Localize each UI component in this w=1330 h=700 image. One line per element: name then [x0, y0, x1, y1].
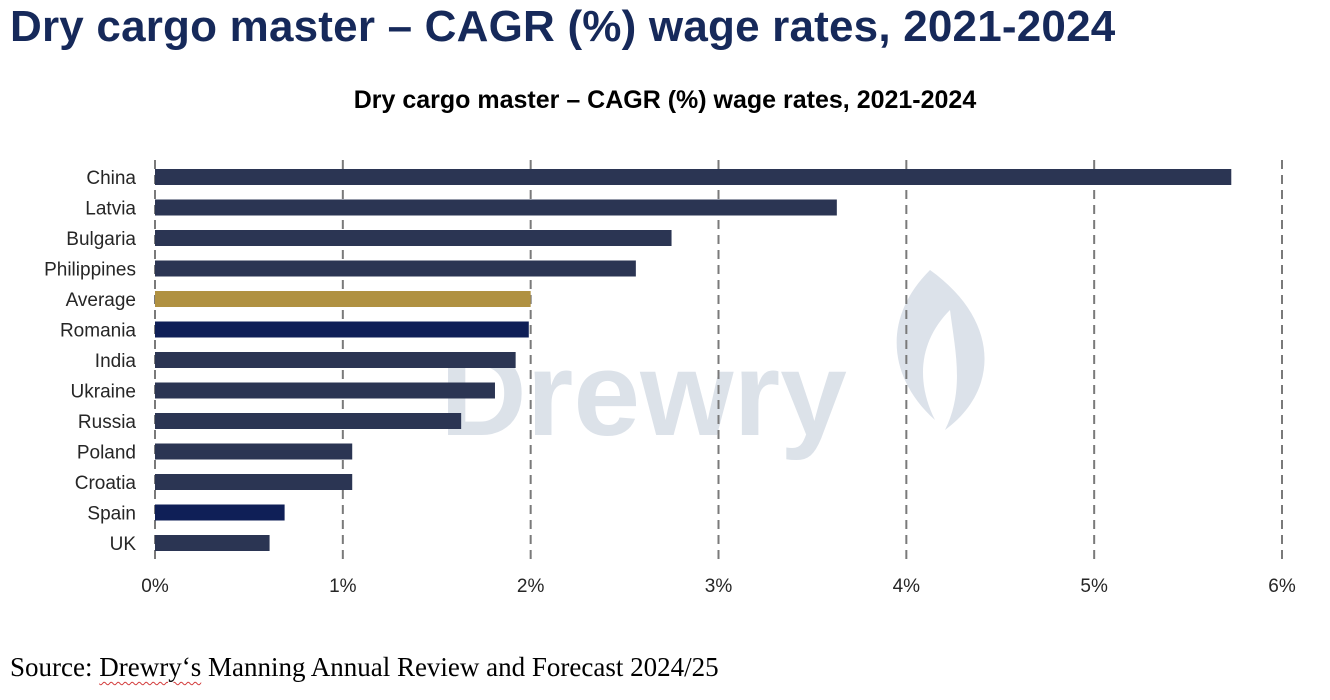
source-prefix: Source:: [10, 652, 100, 682]
x-tick-label: 6%: [1268, 576, 1296, 597]
category-label: India: [95, 351, 137, 372]
bar-chart: Drewry China Latvia Bulgaria Philippines Ave…: [44, 160, 1296, 597]
source-brand: Drewry‘s: [99, 652, 202, 682]
category-label: Bulgaria: [66, 229, 136, 250]
bar-croatia: [155, 474, 353, 490]
bar-india: [155, 352, 516, 368]
bar-latvia: [155, 199, 837, 216]
category-label: Croatia: [75, 473, 137, 494]
bar-ukraine: [155, 382, 495, 399]
category-label: China: [86, 168, 136, 189]
category-label: UK: [110, 534, 137, 555]
watermark-text: Drewry: [440, 327, 847, 461]
category-label: Average: [66, 290, 136, 311]
category-label: Ukraine: [71, 382, 136, 403]
bar-bulgaria: [155, 230, 672, 246]
bar-philippines: [155, 260, 636, 277]
gridlines: [154, 160, 1283, 562]
bar-china: [155, 169, 1232, 185]
watermark-flame-icon: [896, 270, 985, 430]
source-suffix: Manning Annual Review and Forecast 2024/…: [201, 652, 719, 682]
bar-russia: [155, 413, 462, 429]
bar-romania: [155, 321, 529, 338]
category-label: Romania: [60, 321, 136, 342]
category-label: Spain: [87, 504, 136, 525]
bar-spain: [155, 504, 285, 521]
category-labels: China Latvia Bulgaria Philippines Average Rom…: [44, 168, 136, 555]
x-tick-label: 4%: [893, 576, 921, 597]
category-label: Latvia: [85, 199, 136, 220]
x-tick-label: 1%: [329, 576, 357, 597]
x-tick-label: 2%: [517, 576, 545, 597]
x-tick-label: 0%: [141, 576, 169, 597]
category-label: Poland: [77, 443, 136, 464]
source-note: Source: Drewry‘s Manning Annual Review a…: [10, 652, 719, 683]
x-tick-label: 5%: [1080, 576, 1108, 597]
bar-uk: [155, 535, 270, 551]
watermark: Drewry: [440, 270, 985, 461]
page-heading: Dry cargo master – CAGR (%) wage rates, …: [10, 2, 1116, 51]
bar-poland: [155, 443, 353, 460]
x-tick-label: 3%: [705, 576, 733, 597]
bar-average: [155, 291, 531, 307]
bars: [155, 169, 1232, 551]
tick-labels: 0% 1% 2% 3% 4% 5% 6%: [141, 576, 1296, 597]
category-label: Philippines: [44, 260, 136, 281]
chart-title: Dry cargo master – CAGR (%) wage rates, …: [353, 86, 977, 114]
category-label: Russia: [78, 412, 137, 433]
